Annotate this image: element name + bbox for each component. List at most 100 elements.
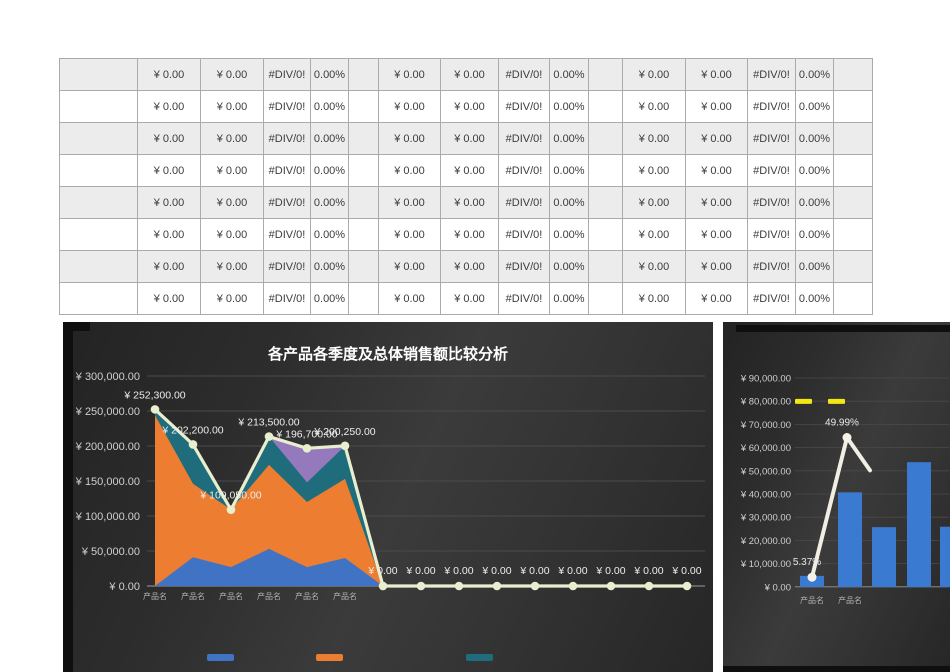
sales-comparison-area-chart[interactable]: 各产品各季度及总体销售额比较分析 ¥ 300,000.00 ¥ 250,000.00… xyxy=(63,322,713,672)
table-cell[interactable]: ¥ 0.00 xyxy=(378,282,441,315)
table-cell[interactable]: #DIV/0! xyxy=(498,58,550,91)
table-cell[interactable]: ¥ 0.00 xyxy=(200,218,264,251)
table-cell[interactable] xyxy=(348,250,379,283)
table-cell[interactable]: ¥ 0.00 xyxy=(622,218,686,251)
table-cell[interactable] xyxy=(348,186,379,219)
table-cell[interactable]: #DIV/0! xyxy=(263,90,311,123)
table-cell[interactable]: 0.00% xyxy=(310,58,349,91)
table-cell[interactable] xyxy=(833,250,873,283)
table-cell[interactable] xyxy=(59,250,138,283)
table-cell[interactable]: ¥ 0.00 xyxy=(685,186,748,219)
table-cell[interactable]: ¥ 0.00 xyxy=(137,218,201,251)
table-cell[interactable]: #DIV/0! xyxy=(263,154,311,187)
table-cell[interactable] xyxy=(833,58,873,91)
table-cell[interactable]: #DIV/0! xyxy=(263,282,311,315)
table-cell[interactable] xyxy=(833,154,873,187)
table-cell[interactable]: #DIV/0! xyxy=(747,122,796,155)
table-cell[interactable] xyxy=(348,282,379,315)
table-cell[interactable]: 0.00% xyxy=(549,218,589,251)
table-cell[interactable] xyxy=(833,282,873,315)
table-cell[interactable] xyxy=(833,90,873,123)
table-cell[interactable]: #DIV/0! xyxy=(263,186,311,219)
table-cell[interactable]: 0.00% xyxy=(310,218,349,251)
table-cell[interactable]: ¥ 0.00 xyxy=(137,58,201,91)
table-cell[interactable]: ¥ 0.00 xyxy=(440,250,499,283)
table-cell[interactable]: 0.00% xyxy=(310,250,349,283)
table-cell[interactable]: 0.00% xyxy=(549,154,589,187)
table-cell[interactable]: #DIV/0! xyxy=(498,282,550,315)
table-cell[interactable]: ¥ 0.00 xyxy=(685,122,748,155)
table-cell[interactable]: ¥ 0.00 xyxy=(378,250,441,283)
table-cell[interactable]: ¥ 0.00 xyxy=(200,58,264,91)
table-cell[interactable]: 0.00% xyxy=(549,58,589,91)
table-cell[interactable]: 0.00% xyxy=(795,186,834,219)
table-cell[interactable]: ¥ 0.00 xyxy=(137,282,201,315)
table-cell[interactable]: #DIV/0! xyxy=(747,282,796,315)
table-cell[interactable] xyxy=(588,58,623,91)
table-cell[interactable]: #DIV/0! xyxy=(747,218,796,251)
table-cell[interactable]: ¥ 0.00 xyxy=(200,186,264,219)
table-cell[interactable]: ¥ 0.00 xyxy=(378,154,441,187)
table-cell[interactable] xyxy=(59,122,138,155)
table-cell[interactable]: #DIV/0! xyxy=(263,122,311,155)
table-cell[interactable] xyxy=(348,122,379,155)
table-cell[interactable] xyxy=(588,90,623,123)
table-cell[interactable] xyxy=(588,154,623,187)
table-cell[interactable]: #DIV/0! xyxy=(498,218,550,251)
table-cell[interactable] xyxy=(588,282,623,315)
table-cell[interactable]: ¥ 0.00 xyxy=(622,154,686,187)
table-cell[interactable] xyxy=(59,90,138,123)
table-cell[interactable]: ¥ 0.00 xyxy=(137,122,201,155)
table-cell[interactable]: 0.00% xyxy=(549,122,589,155)
table-cell[interactable]: ¥ 0.00 xyxy=(200,250,264,283)
table-cell[interactable]: ¥ 0.00 xyxy=(200,122,264,155)
table-cell[interactable] xyxy=(588,186,623,219)
table-cell[interactable]: ¥ 0.00 xyxy=(137,90,201,123)
table-cell[interactable]: ¥ 0.00 xyxy=(378,58,441,91)
table-cell[interactable]: ¥ 0.00 xyxy=(440,282,499,315)
table-cell[interactable]: 0.00% xyxy=(549,250,589,283)
table-cell[interactable]: 0.00% xyxy=(549,282,589,315)
table-cell[interactable]: #DIV/0! xyxy=(747,154,796,187)
table-cell[interactable]: ¥ 0.00 xyxy=(622,58,686,91)
table-cell[interactable] xyxy=(59,154,138,187)
table-cell[interactable]: ¥ 0.00 xyxy=(378,90,441,123)
table-cell[interactable]: ¥ 0.00 xyxy=(685,154,748,187)
table-cell[interactable]: ¥ 0.00 xyxy=(137,186,201,219)
table-cell[interactable]: #DIV/0! xyxy=(498,186,550,219)
sales-bar-percentage-chart[interactable]: ¥ 90,000.00 ¥ 80,000.00 ¥ 70,000.00 ¥ 60,00… xyxy=(723,322,950,672)
table-cell[interactable]: ¥ 0.00 xyxy=(137,250,201,283)
table-cell[interactable]: 0.00% xyxy=(310,282,349,315)
table-cell[interactable]: #DIV/0! xyxy=(747,90,796,123)
table-cell[interactable] xyxy=(59,218,138,251)
table-cell[interactable]: ¥ 0.00 xyxy=(685,282,748,315)
table-cell[interactable]: ¥ 0.00 xyxy=(440,90,499,123)
table-cell[interactable]: ¥ 0.00 xyxy=(685,250,748,283)
table-cell[interactable]: 0.00% xyxy=(795,282,834,315)
table-cell[interactable]: ¥ 0.00 xyxy=(622,250,686,283)
table-cell[interactable]: ¥ 0.00 xyxy=(137,154,201,187)
table-cell[interactable]: 0.00% xyxy=(310,90,349,123)
table-cell[interactable]: ¥ 0.00 xyxy=(200,282,264,315)
table-cell[interactable] xyxy=(348,218,379,251)
table-cell[interactable] xyxy=(833,218,873,251)
table-cell[interactable]: ¥ 0.00 xyxy=(440,218,499,251)
table-cell[interactable]: #DIV/0! xyxy=(498,122,550,155)
table-cell[interactable]: #DIV/0! xyxy=(263,250,311,283)
table-cell[interactable]: ¥ 0.00 xyxy=(378,122,441,155)
table-cell[interactable]: #DIV/0! xyxy=(498,90,550,123)
table-cell[interactable]: 0.00% xyxy=(795,250,834,283)
table-cell[interactable]: #DIV/0! xyxy=(747,186,796,219)
table-cell[interactable] xyxy=(59,282,138,315)
table-cell[interactable]: ¥ 0.00 xyxy=(685,218,748,251)
table-cell[interactable] xyxy=(833,122,873,155)
table-cell[interactable]: ¥ 0.00 xyxy=(622,122,686,155)
table-cell[interactable]: #DIV/0! xyxy=(263,58,311,91)
table-cell[interactable]: ¥ 0.00 xyxy=(440,122,499,155)
table-cell[interactable]: ¥ 0.00 xyxy=(622,282,686,315)
table-cell[interactable] xyxy=(348,154,379,187)
table-cell[interactable]: ¥ 0.00 xyxy=(378,218,441,251)
table-cell[interactable]: #DIV/0! xyxy=(498,250,550,283)
table-cell[interactable]: #DIV/0! xyxy=(747,250,796,283)
table-cell[interactable]: #DIV/0! xyxy=(498,154,550,187)
